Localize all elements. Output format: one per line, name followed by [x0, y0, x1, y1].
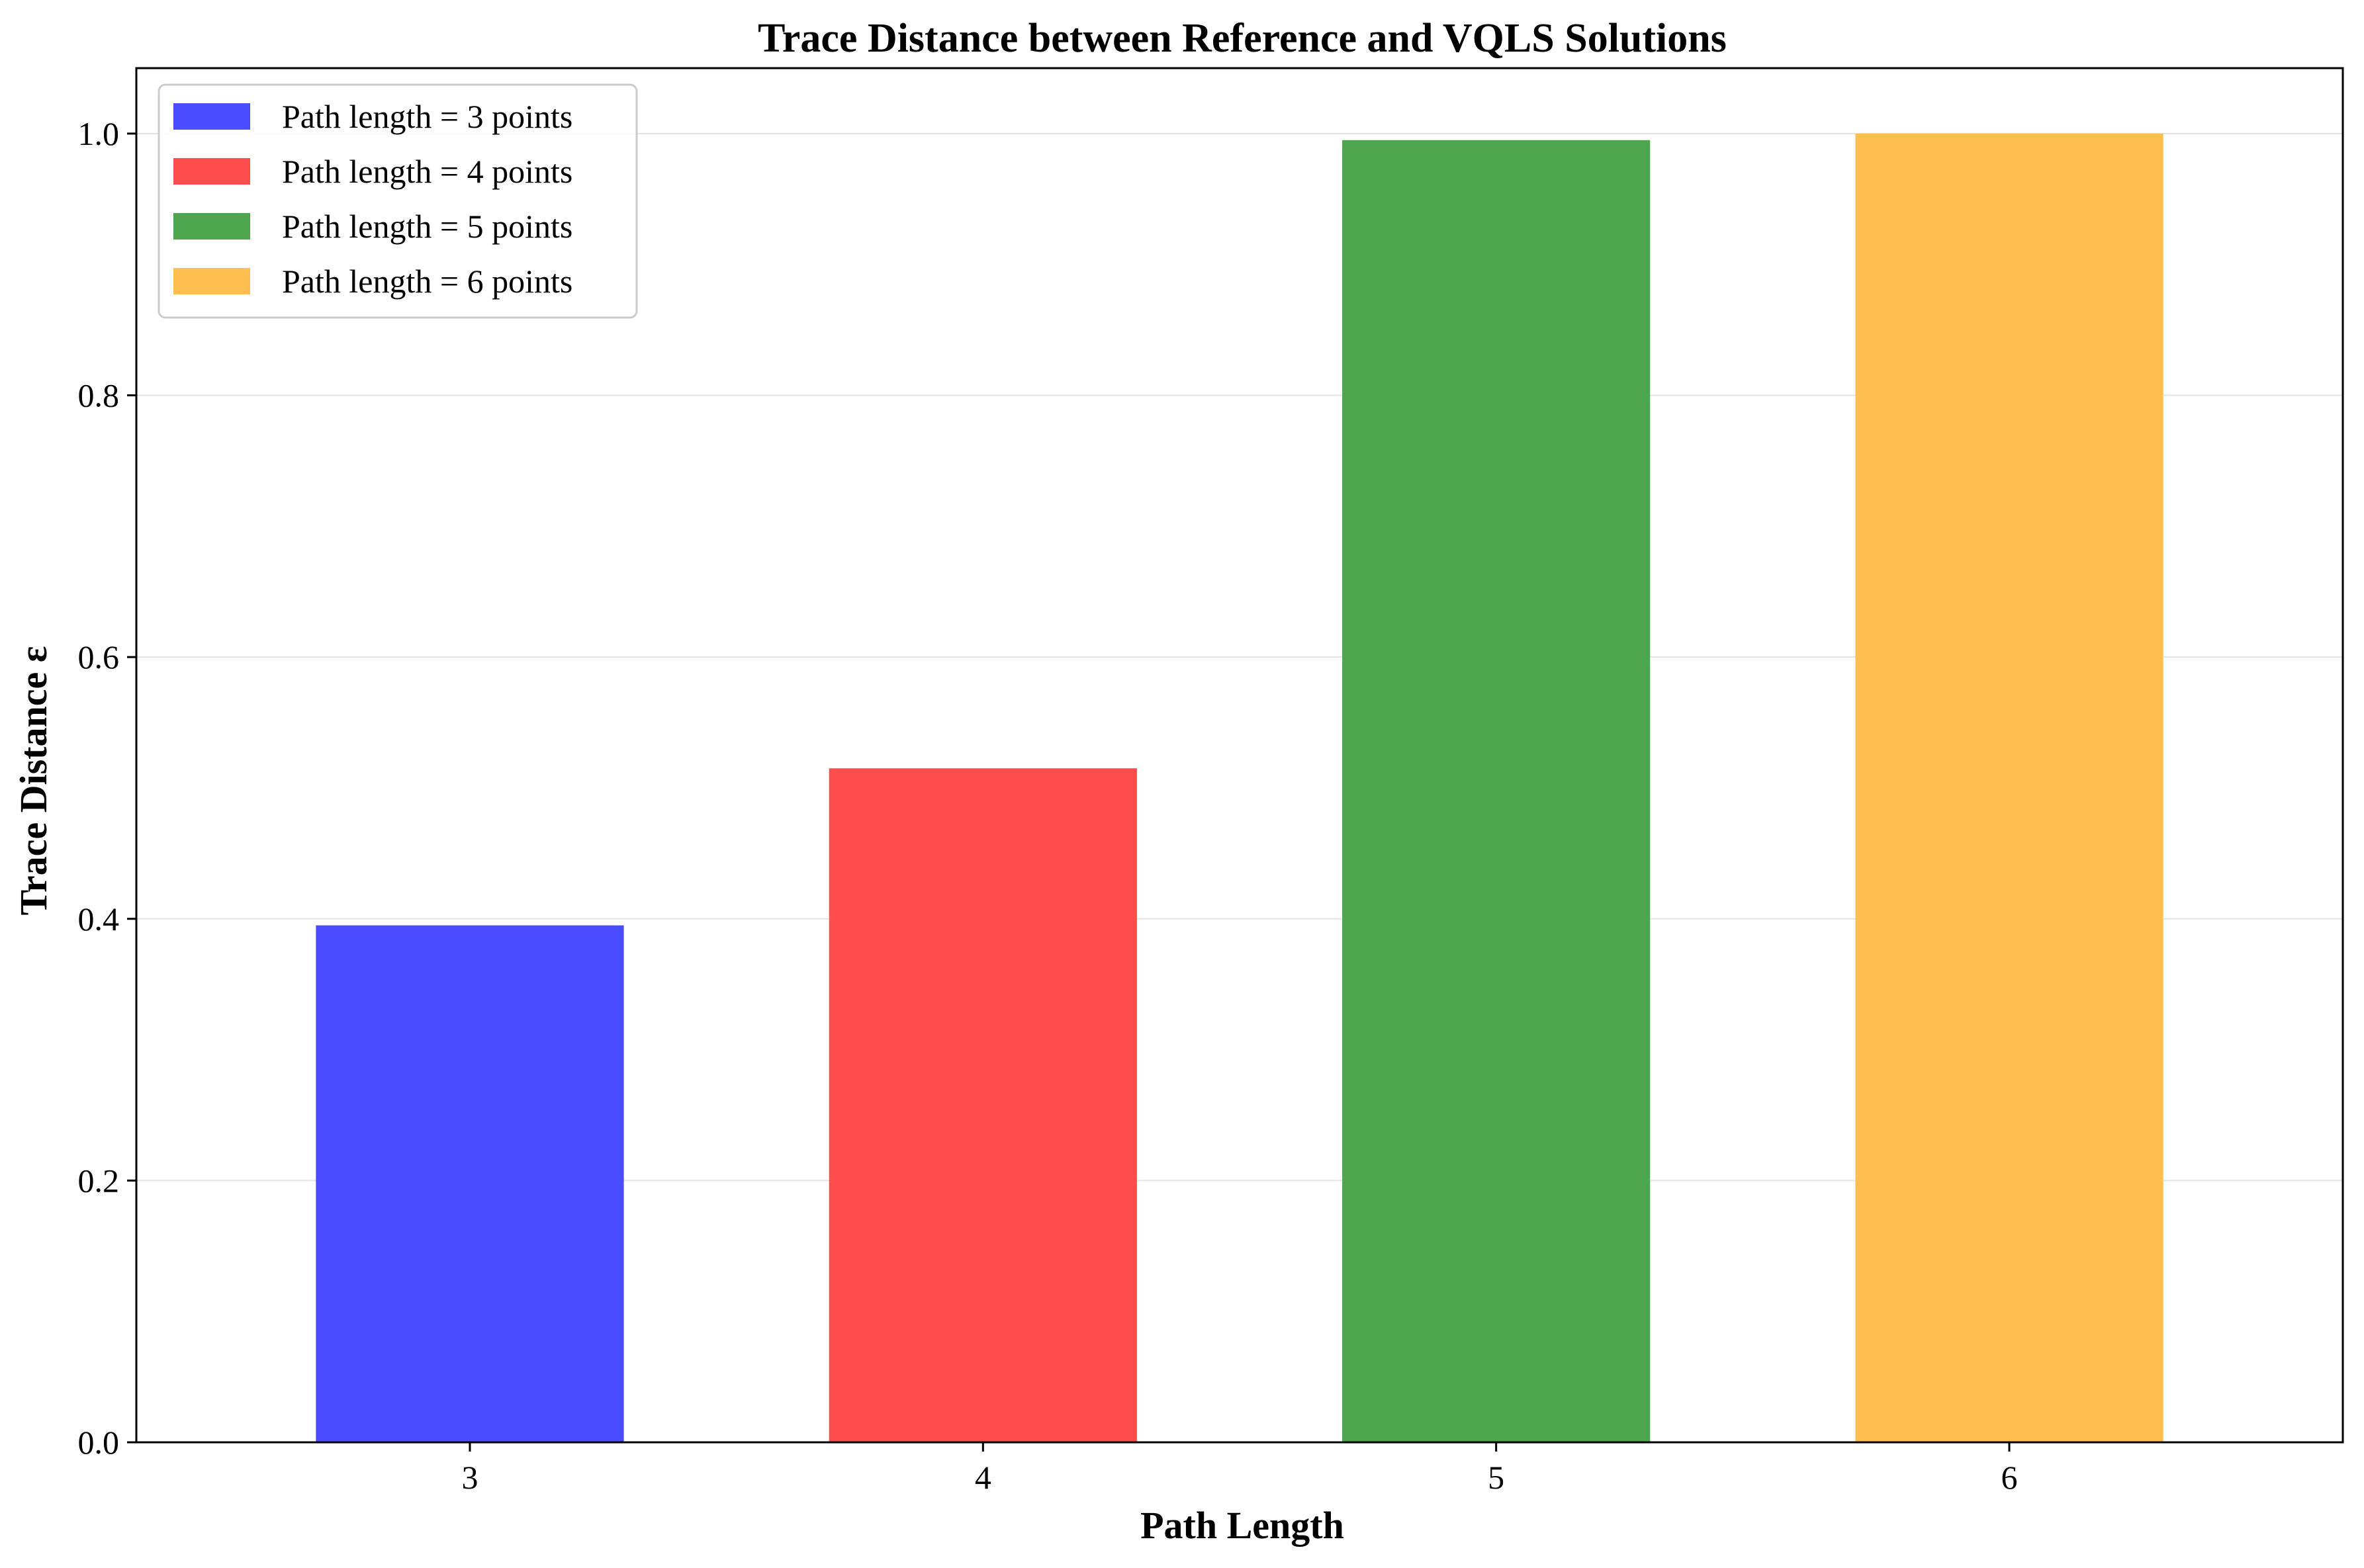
- legend-label: Path length = 5 points: [282, 208, 572, 245]
- plot-frame: [135, 67, 2344, 1444]
- y-axis-ticks: 0.0 0.2 0.4 0.6 0.8 1.0: [78, 115, 136, 1461]
- y-tick-label: 0.6: [78, 638, 120, 675]
- bar-4: [829, 768, 1137, 1442]
- bar-5: [1342, 140, 1651, 1442]
- legend-box: [158, 83, 638, 319]
- x-tick-label: 4: [975, 1459, 991, 1496]
- y-axis-label: Trace Distance ε: [12, 646, 55, 915]
- legend-swatch: [173, 213, 250, 240]
- x-axis-ticks: 3 4 5 6: [461, 1442, 2018, 1496]
- bar-3: [316, 925, 624, 1442]
- x-tick-label: 6: [2001, 1459, 2018, 1496]
- bar-6: [1855, 133, 2163, 1442]
- y-tick-label: 0.8: [78, 377, 120, 414]
- legend-swatch: [173, 103, 250, 130]
- legend: Path length = 3 points Path length = 4 po…: [158, 83, 638, 319]
- x-tick-label: 3: [461, 1459, 478, 1496]
- chart-title: Trace Distance between Reference and VQL…: [758, 16, 1727, 61]
- x-axis-label: Path Length: [1140, 1504, 1344, 1547]
- legend-label: Path length = 4 points: [282, 153, 572, 190]
- legend-label: Path length = 3 points: [282, 98, 572, 135]
- legend-swatch: [173, 268, 250, 294]
- y-tick-label: 0.2: [78, 1162, 120, 1199]
- y-tick-label: 1.0: [78, 115, 120, 152]
- y-tick-label: 0.0: [78, 1424, 120, 1461]
- y-tick-label: 0.4: [78, 900, 120, 937]
- legend-swatch: [173, 158, 250, 185]
- bars: [316, 133, 2163, 1442]
- legend-label: Path length = 6 points: [282, 263, 572, 300]
- x-tick-label: 5: [1488, 1459, 1504, 1496]
